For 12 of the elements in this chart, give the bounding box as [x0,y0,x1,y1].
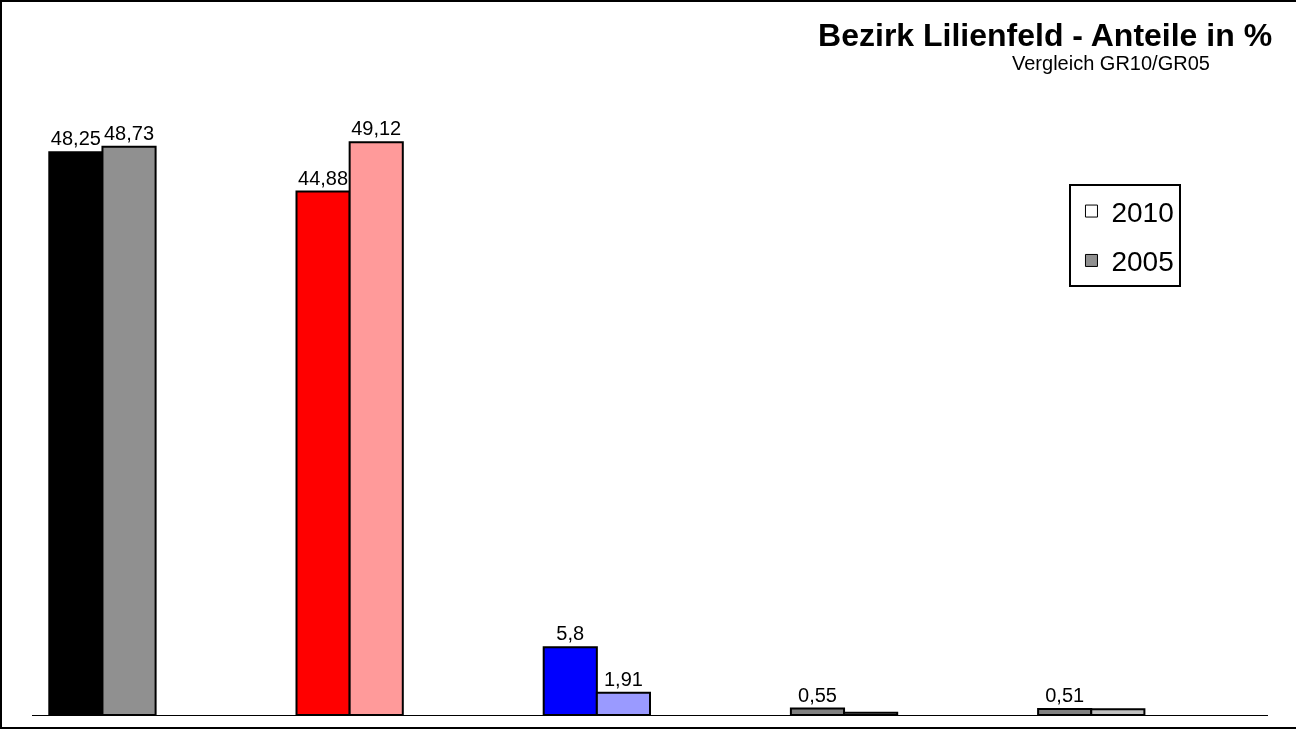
data-label: 48,73 [103,121,155,144]
legend-label: 2010 [1111,196,1174,228]
data-label: 5,8 [556,622,585,645]
data-label: 0,55 [798,683,837,706]
data-label: 48,25 [50,127,101,150]
data-label: 49,12 [351,117,402,140]
data-label: 44,88 [298,166,349,189]
legend-label: 2005 [1111,246,1174,278]
chart-title: Bezirk Lilienfeld - Anteile in % [818,17,1273,54]
data-label: 1,91 [603,667,643,690]
data-label: 0,51 [1045,684,1085,707]
chart-subtitle: Vergleich GR10/GR05 [1012,52,1210,74]
